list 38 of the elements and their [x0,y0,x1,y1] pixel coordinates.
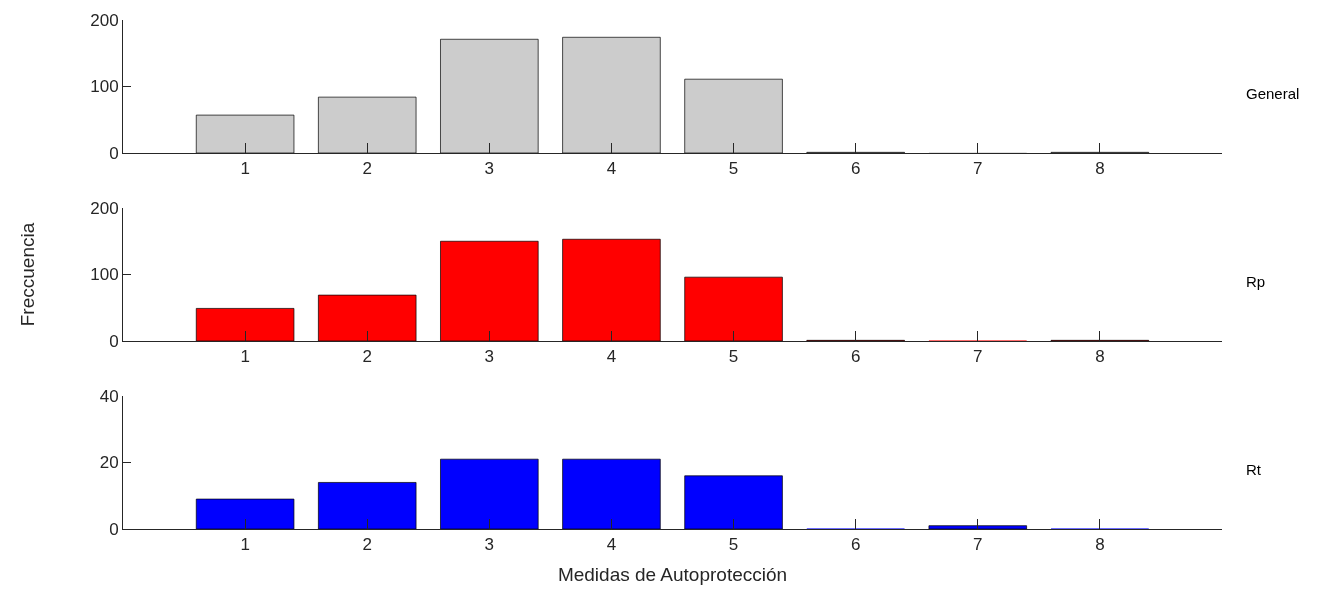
x-tick-label: 1 [240,347,250,367]
y-tick-label: 200 [90,10,119,30]
x-tick-label: 4 [606,535,617,555]
text: Rt [1246,461,1262,478]
x-tick-label: 4 [606,347,617,367]
x-tick-label: 3 [484,159,495,179]
x-tick-label: 8 [1095,535,1105,555]
x-tick-label: 7 [973,535,983,555]
x-tick-label: 2 [362,535,372,555]
x-tick-label: 3 [484,535,495,555]
y-tick-label: 20 [99,453,119,473]
x-tick-label: 2 [362,159,372,179]
y-tick-label: 100 [90,265,119,285]
x-tick-label: 6 [850,347,861,367]
y-tick-label: 0 [109,143,119,163]
x-tick-label: 6 [850,159,861,179]
x-tick-label: 5 [728,347,739,367]
x-tick-label: 5 [728,535,739,555]
text: General [1246,85,1300,102]
x-tick-label: 7 [973,159,983,179]
y-tick-label: 40 [99,386,119,406]
x-tick-label: 3 [484,347,495,367]
text: Rp [1246,273,1266,290]
y-axis-title: Freccuencia [17,222,39,327]
y-tick-label: 100 [90,77,119,97]
y-tick-label: 200 [90,198,119,218]
x-tick-label: 8 [1095,159,1105,179]
y-tick-label: 0 [109,331,119,351]
x-tick-label: 7 [973,347,983,367]
x-tick-label: 6 [850,535,861,555]
x-tick-label: 1 [240,159,250,179]
y-tick-label: 0 [109,519,119,539]
x-tick-label: 5 [728,159,739,179]
x-tick-label: 2 [362,347,372,367]
x-axis-title: Medidas de Autoprotección [557,564,788,586]
x-tick-label: 1 [240,535,250,555]
x-tick-label: 4 [606,159,617,179]
x-tick-label: 8 [1095,347,1105,367]
